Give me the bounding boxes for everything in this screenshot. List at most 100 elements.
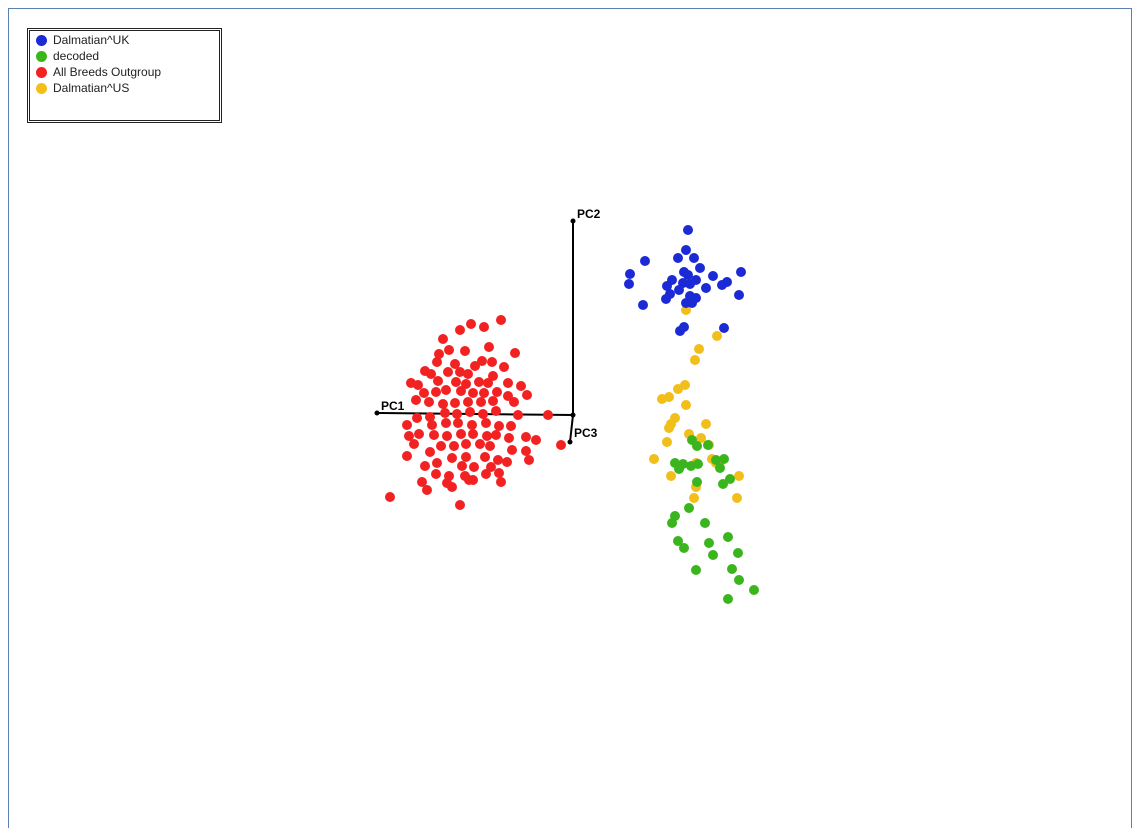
point-all-breeds-outgroup-73 (521, 432, 531, 442)
point-all-breeds-outgroup-31 (419, 388, 429, 398)
point-all-breeds-outgroup-90 (524, 455, 534, 465)
point-dalmatian-us-19 (649, 454, 659, 464)
point-dalmatian-uk-8 (695, 263, 705, 273)
point-all-breeds-outgroup-13 (477, 356, 487, 366)
point-all-breeds-outgroup-91 (420, 461, 430, 471)
point-dalmatian-us-25 (689, 493, 699, 503)
point-all-breeds-outgroup-75 (409, 439, 419, 449)
legend-label-dalmatian-us: Dalmatian^US (53, 81, 130, 95)
point-all-breeds-outgroup-78 (461, 439, 471, 449)
point-dalmatian-uk-5 (625, 269, 635, 279)
point-all-breeds-outgroup-36 (479, 388, 489, 398)
point-all-breeds-outgroup-55 (412, 413, 422, 423)
legend-label-decoded: decoded (53, 49, 100, 63)
point-dalmatian-us-1 (712, 331, 722, 341)
point-all-breeds-outgroup-82 (521, 446, 531, 456)
point-all-breeds-outgroup-7 (484, 342, 494, 352)
point-all-breeds-outgroup-1 (466, 319, 476, 329)
pc1-axis-line (376, 412, 574, 416)
point-decoded-9 (719, 454, 729, 464)
point-dalmatian-uk-13 (691, 275, 701, 285)
point-all-breeds-outgroup-63 (506, 421, 516, 431)
point-all-breeds-outgroup-101 (494, 468, 504, 478)
point-all-breeds-outgroup-76 (436, 441, 446, 451)
legend-item-all-breeds-outgroup[interactable]: All Breeds Outgroup (36, 64, 161, 80)
point-dalmatian-uk-31 (719, 323, 729, 333)
origin-node (570, 412, 576, 418)
point-decoded-14 (684, 503, 694, 513)
point-all-breeds-outgroup-100 (481, 469, 491, 479)
point-dalmatian-us-23 (666, 471, 676, 481)
point-all-breeds-outgroup-26 (461, 379, 471, 389)
point-all-breeds-outgroup-109 (455, 500, 465, 510)
point-all-breeds-outgroup-45 (476, 397, 486, 407)
point-all-breeds-outgroup-3 (455, 325, 465, 335)
point-all-breeds-outgroup-9 (434, 349, 444, 359)
point-all-breeds-outgroup-56 (402, 420, 412, 430)
point-all-breeds-outgroup-27 (474, 377, 484, 387)
point-dalmatian-uk-26 (638, 300, 648, 310)
point-decoded-21 (704, 538, 714, 548)
point-all-breeds-outgroup-35 (468, 388, 478, 398)
point-all-breeds-outgroup-51 (478, 409, 488, 419)
point-all-breeds-outgroup-47 (509, 397, 519, 407)
point-all-breeds-outgroup-40 (411, 395, 421, 405)
point-all-breeds-outgroup-92 (457, 461, 467, 471)
point-all-breeds-outgroup-37 (492, 387, 502, 397)
pc3-axis-label: PC3 (574, 426, 598, 440)
point-all-breeds-outgroup-83 (425, 447, 435, 457)
legend-item-dalmatian-uk[interactable]: Dalmatian^UK (36, 32, 129, 48)
point-dalmatian-uk-17 (674, 285, 684, 295)
point-all-breeds-outgroup-53 (513, 410, 523, 420)
point-dalmatian-uk-2 (673, 253, 683, 263)
point-all-breeds-outgroup-68 (456, 429, 466, 439)
point-all-breeds-outgroup-19 (455, 367, 465, 377)
point-all-breeds-outgroup-102 (417, 477, 427, 487)
point-decoded-19 (673, 536, 683, 546)
point-decoded-11 (725, 474, 735, 484)
point-all-breeds-outgroup-65 (414, 429, 424, 439)
point-dalmatian-uk-20 (722, 277, 732, 287)
point-dalmatian-uk-18 (701, 283, 711, 293)
point-all-breeds-outgroup-93 (469, 462, 479, 472)
point-all-breeds-outgroup-30 (516, 381, 526, 391)
point-all-breeds-outgroup-0 (496, 315, 506, 325)
pc3-axis-end (567, 439, 573, 445)
pc2-axis-end (570, 218, 576, 224)
point-dalmatian-uk-14 (708, 271, 718, 281)
legend-item-decoded[interactable]: decoded (36, 48, 99, 64)
point-decoded-23 (733, 548, 743, 558)
point-all-breeds-outgroup-6 (460, 346, 470, 356)
point-dalmatian-uk-15 (624, 279, 634, 289)
point-all-breeds-outgroup-23 (406, 378, 416, 388)
point-dalmatian-uk-0 (683, 225, 693, 235)
point-all-breeds-outgroup-8 (510, 348, 520, 358)
point-all-breeds-outgroup-105 (496, 477, 506, 487)
data-points-group (385, 225, 759, 604)
point-all-breeds-outgroup-72 (504, 433, 514, 443)
point-decoded-25 (727, 564, 737, 574)
point-decoded-8 (711, 455, 721, 465)
point-all-breeds-outgroup-59 (453, 418, 463, 428)
point-dalmatian-us-8 (681, 400, 691, 410)
point-dalmatian-us-26 (732, 493, 742, 503)
pc2-axis-label: PC2 (577, 207, 601, 221)
point-all-breeds-outgroup-29 (503, 378, 513, 388)
point-all-breeds-outgroup-25 (451, 377, 461, 387)
point-dalmatian-us-0 (681, 305, 691, 315)
point-decoded-2 (703, 440, 713, 450)
point-all-breeds-outgroup-110 (543, 410, 553, 420)
point-all-breeds-outgroup-84 (402, 451, 412, 461)
point-all-breeds-outgroup-33 (441, 385, 451, 395)
point-decoded-17 (700, 518, 710, 528)
point-all-breeds-outgroup-11 (450, 359, 460, 369)
point-dalmatian-us-2 (694, 344, 704, 354)
point-dalmatian-uk-3 (689, 253, 699, 263)
point-dalmatian-uk-28 (687, 298, 697, 308)
point-all-breeds-outgroup-15 (499, 362, 509, 372)
point-dalmatian-us-5 (673, 384, 683, 394)
legend-item-dalmatian-us[interactable]: Dalmatian^US (36, 80, 129, 96)
point-all-breeds-outgroup-106 (422, 485, 432, 495)
point-all-breeds-outgroup-71 (491, 430, 501, 440)
point-all-breeds-outgroup-62 (494, 421, 504, 431)
